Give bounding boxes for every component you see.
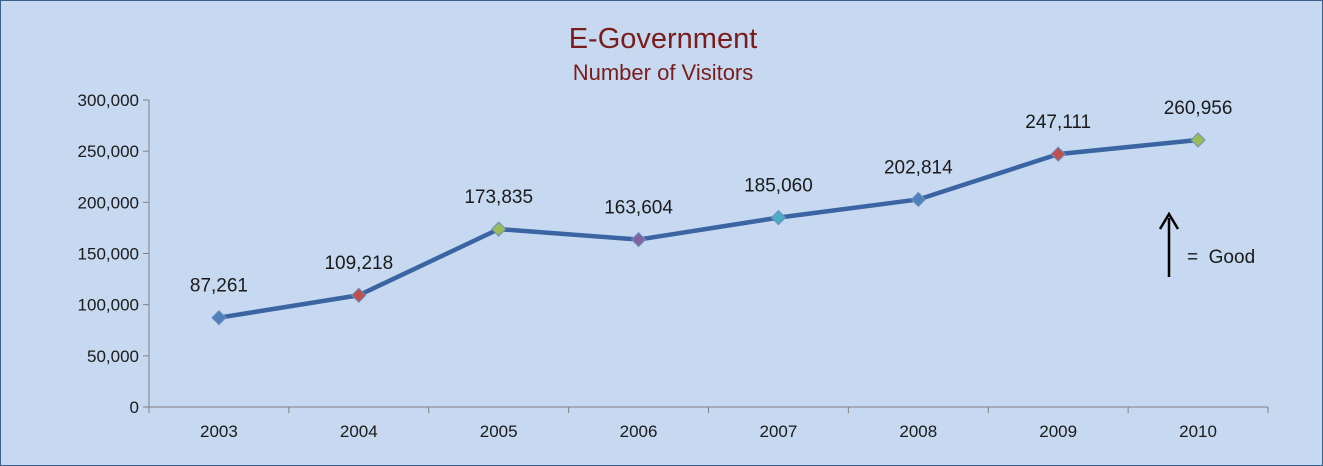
x-tick-label: 2010 <box>1179 422 1217 441</box>
y-tick-group: 0 50,000 100,000 150,000 200,000 250,000 300,0… <box>78 91 149 417</box>
data-label: 185,060 <box>744 176 813 197</box>
annotation: = Good <box>1158 211 1255 277</box>
y-tick-label: 100,000 <box>78 296 139 315</box>
data-label: 202,814 <box>884 157 953 178</box>
x-tick-label: 2003 <box>200 422 238 441</box>
data-label: 87,261 <box>190 276 248 297</box>
x-tick-label: 2007 <box>760 422 798 441</box>
data-point-marker <box>211 309 227 326</box>
y-tick-label: 250,000 <box>78 142 139 161</box>
y-tick-label: 150,000 <box>78 245 139 264</box>
data-label: 247,111 <box>1025 112 1091 133</box>
data-point-marker <box>1050 146 1066 162</box>
x-tick-label: 2009 <box>1039 422 1077 441</box>
data-point-marker <box>910 191 927 208</box>
data-point-marker <box>770 209 787 226</box>
y-tick-label: 50,000 <box>87 347 139 366</box>
y-tick-label: 0 <box>130 398 139 417</box>
x-tick-group: 2003 2004 2005 2006 2007 2008 2009 2010 <box>148 407 1269 441</box>
x-tick-label: 2006 <box>620 422 658 441</box>
y-tick-label: 300,000 <box>78 91 139 110</box>
data-label: 163,604 <box>604 198 673 219</box>
x-tick-label: 2004 <box>340 422 378 441</box>
x-tick-label: 2008 <box>899 422 937 441</box>
data-label: 109,218 <box>324 253 393 274</box>
chart-title: E-Government <box>569 23 758 55</box>
data-point-marker <box>351 287 367 303</box>
up-arrow-head-icon <box>1158 211 1180 230</box>
annotation-text: = Good <box>1187 247 1255 268</box>
data-label: 173,835 <box>464 187 533 208</box>
data-point-marker <box>490 221 507 237</box>
chart-subtitle: Number of Visitors <box>573 60 754 85</box>
marker-group <box>211 132 1206 326</box>
data-label: 260,956 <box>1164 98 1233 119</box>
data-point-marker <box>630 231 647 248</box>
data-point-marker <box>1190 132 1206 148</box>
y-tick-label: 200,000 <box>78 193 139 212</box>
x-tick-label: 2005 <box>480 422 518 441</box>
series-line <box>216 137 1201 320</box>
data-label-group: 87,261 109,218 173,835 163,604 185,060 202,81… <box>190 98 1233 297</box>
